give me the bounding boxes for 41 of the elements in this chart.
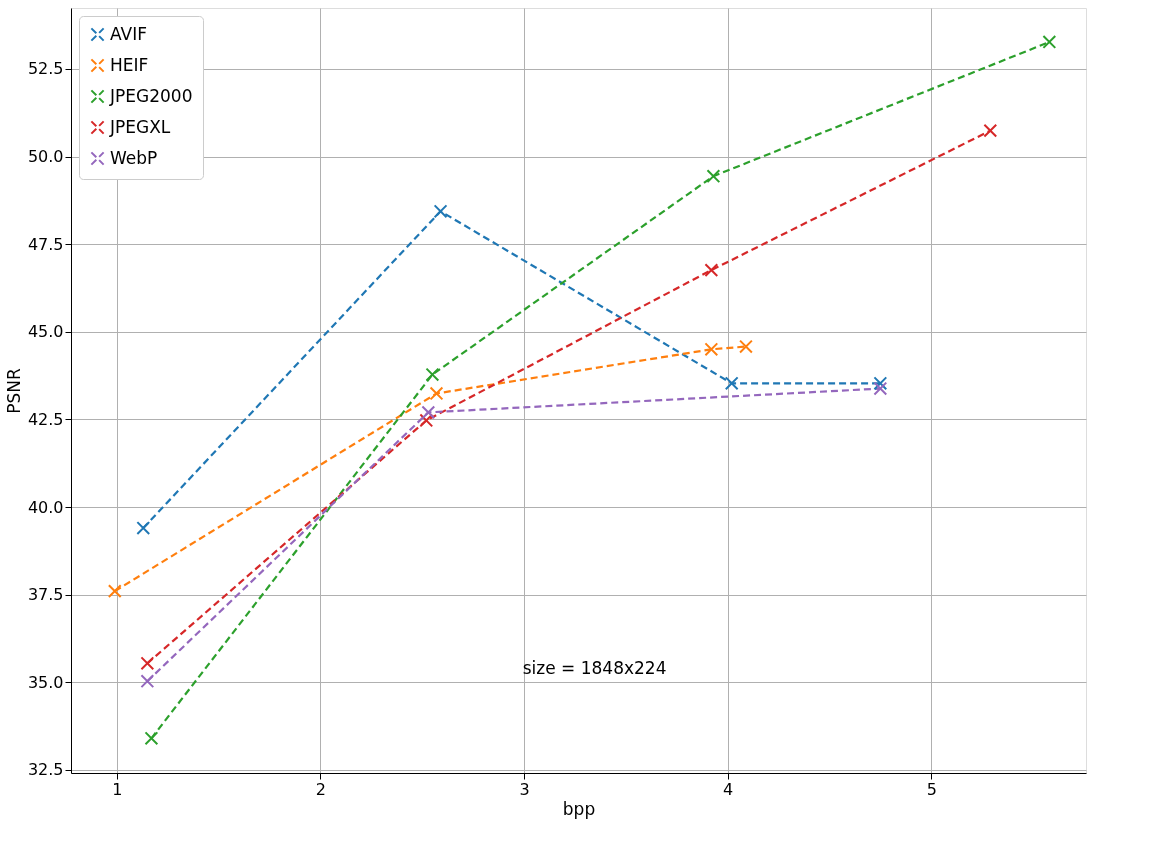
- legend-label: AVIF: [110, 23, 147, 44]
- point: [140, 674, 155, 689]
- x-tick-label: 4: [723, 779, 734, 799]
- legend-label: WebP: [110, 147, 158, 168]
- x-tick-label: 1: [112, 779, 123, 799]
- point: [739, 339, 753, 354]
- point: [704, 263, 719, 278]
- point: [873, 376, 888, 391]
- point: [107, 584, 122, 599]
- point: [706, 169, 721, 184]
- point: [425, 367, 440, 382]
- legend-label: HEIF: [110, 54, 149, 75]
- point: [873, 381, 888, 396]
- annotation: size = 1848x224: [522, 657, 667, 678]
- x-tick-label: 3: [519, 779, 530, 799]
- point: [433, 204, 448, 219]
- y-tick-label: 40.0: [27, 497, 64, 517]
- point: [136, 521, 151, 535]
- y-tick-label: 37.5: [27, 585, 64, 605]
- point: [724, 376, 739, 391]
- x-tick-label: 2: [315, 779, 327, 799]
- point: [704, 342, 719, 357]
- point: [421, 405, 436, 420]
- y-tick-label: 50.0: [27, 147, 64, 167]
- point: [144, 731, 159, 746]
- y-tick-label: 35.0: [27, 672, 64, 692]
- point: [140, 656, 155, 671]
- x-tick-label: 5: [926, 779, 937, 799]
- y-tick-label: 47.5: [27, 234, 64, 254]
- y-tick-label: 32.5: [27, 760, 64, 780]
- point: [429, 386, 444, 401]
- legend-label: JPEGXL: [109, 116, 171, 137]
- y-tick-label: 52.5: [27, 59, 64, 79]
- point: [1042, 35, 1057, 49]
- legend-label: JPEG2000: [109, 85, 193, 106]
- point: [983, 123, 998, 138]
- y-tick-label: 42.5: [27, 409, 64, 429]
- x-axis-title: bpp: [562, 798, 596, 819]
- point: [419, 413, 434, 428]
- y-tick-label: 45.0: [27, 322, 64, 342]
- y-axis-title: PSNR: [3, 368, 24, 414]
